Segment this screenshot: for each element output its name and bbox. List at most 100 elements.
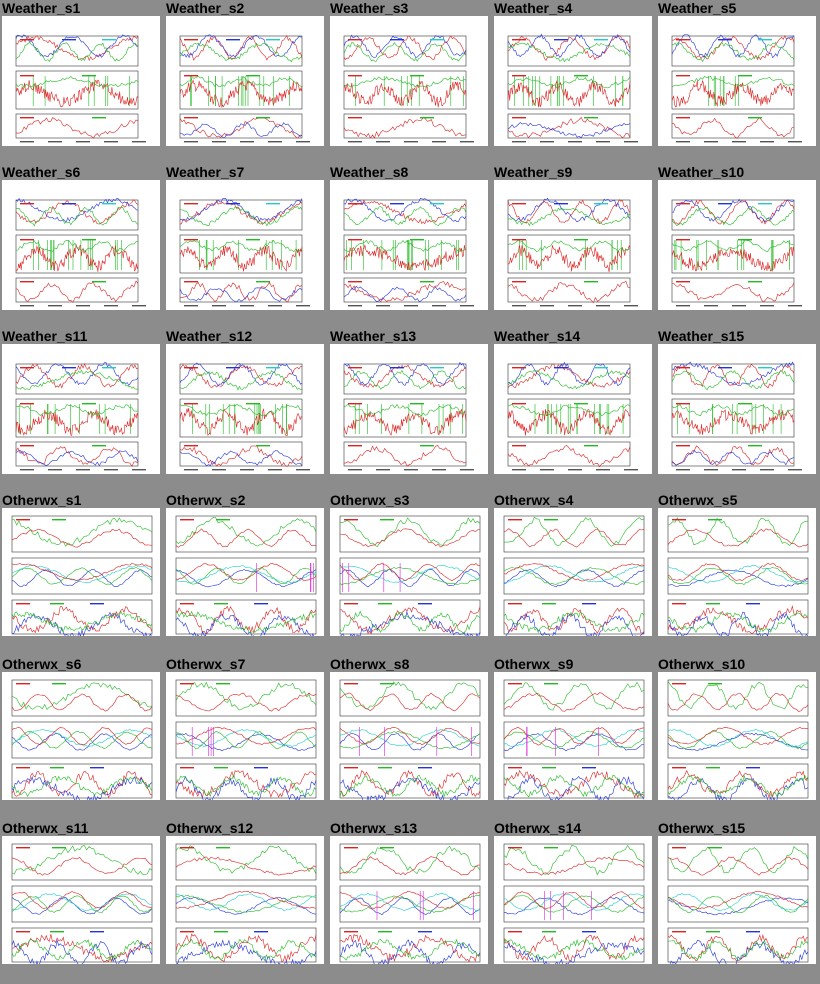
series-line: [339, 517, 481, 548]
series-line: [339, 845, 481, 874]
legend-mark: [254, 931, 268, 933]
thumbnail-title: Otherwx_s3: [330, 492, 410, 508]
series-line: [671, 198, 795, 223]
series-line: [671, 363, 795, 389]
series-line: [507, 445, 631, 468]
plot-frame: [175, 515, 317, 553]
legend-mark: [266, 39, 280, 41]
plot-thumbnail-image[interactable]: [658, 344, 816, 474]
legend-mark: [788, 305, 802, 307]
plot-thumbnail-image[interactable]: [166, 672, 324, 800]
legend-mark: [82, 239, 96, 241]
plot-thumbnail-image[interactable]: [2, 16, 160, 146]
legend-mark: [62, 203, 76, 205]
plot-thumbnail-image[interactable]: [166, 508, 324, 636]
legend-mark: [718, 203, 732, 205]
plot-frame: [671, 363, 795, 395]
plot-thumbnail-image[interactable]: [2, 836, 160, 964]
legend-mark: [512, 117, 526, 119]
series-line: [15, 244, 139, 272]
series-line: [343, 34, 467, 58]
plot-frame: [343, 441, 467, 467]
plot-thumbnail-image[interactable]: [2, 180, 160, 310]
legend-mark: [788, 141, 802, 143]
plot-thumbnail-image[interactable]: [2, 672, 160, 800]
plot-thumbnail-image[interactable]: [2, 508, 160, 636]
plot-thumbnail-image[interactable]: [330, 508, 488, 636]
legend-mark: [542, 767, 556, 769]
series-line: [179, 117, 303, 139]
series-line: [339, 681, 481, 711]
plot-frame: [15, 398, 139, 438]
plot-frame: [343, 277, 467, 303]
plot-thumbnail-image[interactable]: [166, 836, 324, 964]
plot-thumbnail-image[interactable]: [166, 180, 324, 310]
plot-frame: [11, 515, 153, 553]
plot-thumbnail-image[interactable]: [330, 16, 488, 146]
legend-mark: [16, 603, 30, 605]
series-line: [507, 197, 631, 223]
thumbnail-title: Weather_s7: [166, 164, 245, 180]
legend-mark: [584, 281, 598, 283]
legend-mark: [432, 305, 446, 307]
series-line: [11, 732, 153, 751]
plot-thumbnail-image[interactable]: [166, 16, 324, 146]
series-line: [667, 611, 809, 636]
plot-thumbnail-image[interactable]: [658, 16, 816, 146]
plot-frame: [667, 721, 809, 759]
plot-thumbnail-image[interactable]: [330, 672, 488, 800]
plot-thumbnail-image[interactable]: [330, 344, 488, 474]
legend-mark: [240, 305, 254, 307]
series-line: [11, 776, 153, 800]
plot-thumbnail-image[interactable]: [494, 672, 652, 800]
legend-mark: [254, 603, 268, 605]
plot-svg: [175, 515, 317, 636]
series-line: [175, 938, 317, 962]
legend-mark: [90, 603, 104, 605]
legend-mark: [296, 141, 310, 143]
legend-mark: [596, 141, 610, 143]
series-line: [11, 845, 153, 875]
legend-mark: [240, 141, 254, 143]
plot-thumbnail-image[interactable]: [494, 508, 652, 636]
plot-thumbnail-image[interactable]: [330, 180, 488, 310]
plot-thumbnail-image[interactable]: [166, 344, 324, 474]
series-line: [503, 776, 645, 800]
legend-mark: [676, 305, 690, 307]
series-line: [507, 116, 631, 138]
legend-mark: [104, 141, 118, 143]
series-line: [667, 774, 809, 798]
series-line: [179, 199, 303, 225]
plot-thumbnail-image[interactable]: [494, 836, 652, 964]
legend-mark: [704, 305, 718, 307]
legend-mark: [410, 403, 424, 405]
plot-thumbnail-image[interactable]: [330, 836, 488, 964]
plot-thumbnail-image[interactable]: [658, 836, 816, 964]
series-line: [179, 79, 303, 108]
series-line: [339, 568, 481, 588]
series-line: [343, 244, 467, 272]
plot-frame: [15, 35, 139, 67]
plot-frame: [667, 679, 809, 717]
legend-mark: [718, 39, 732, 41]
legend-mark: [50, 931, 64, 933]
plot-thumbnail-image[interactable]: [494, 344, 652, 474]
plot-thumbnail-image[interactable]: [658, 508, 816, 636]
legend-mark: [184, 141, 198, 143]
plot-thumbnail-image[interactable]: [494, 16, 652, 146]
series-line: [503, 938, 645, 961]
plot-thumbnail-image[interactable]: [658, 672, 816, 800]
legend-mark: [376, 141, 390, 143]
legend-mark: [738, 75, 752, 77]
legend-mark: [76, 141, 90, 143]
plot-thumbnail-image[interactable]: [2, 344, 160, 474]
plot-frame: [11, 843, 153, 881]
series-line: [179, 42, 303, 63]
series-line: [11, 610, 153, 633]
plot-thumbnail-image[interactable]: [494, 180, 652, 310]
plot-frame: [175, 679, 317, 717]
plot-thumbnail-image[interactable]: [658, 180, 816, 310]
series-line: [15, 41, 139, 62]
legend-mark: [706, 931, 720, 933]
legend-mark: [48, 469, 62, 471]
